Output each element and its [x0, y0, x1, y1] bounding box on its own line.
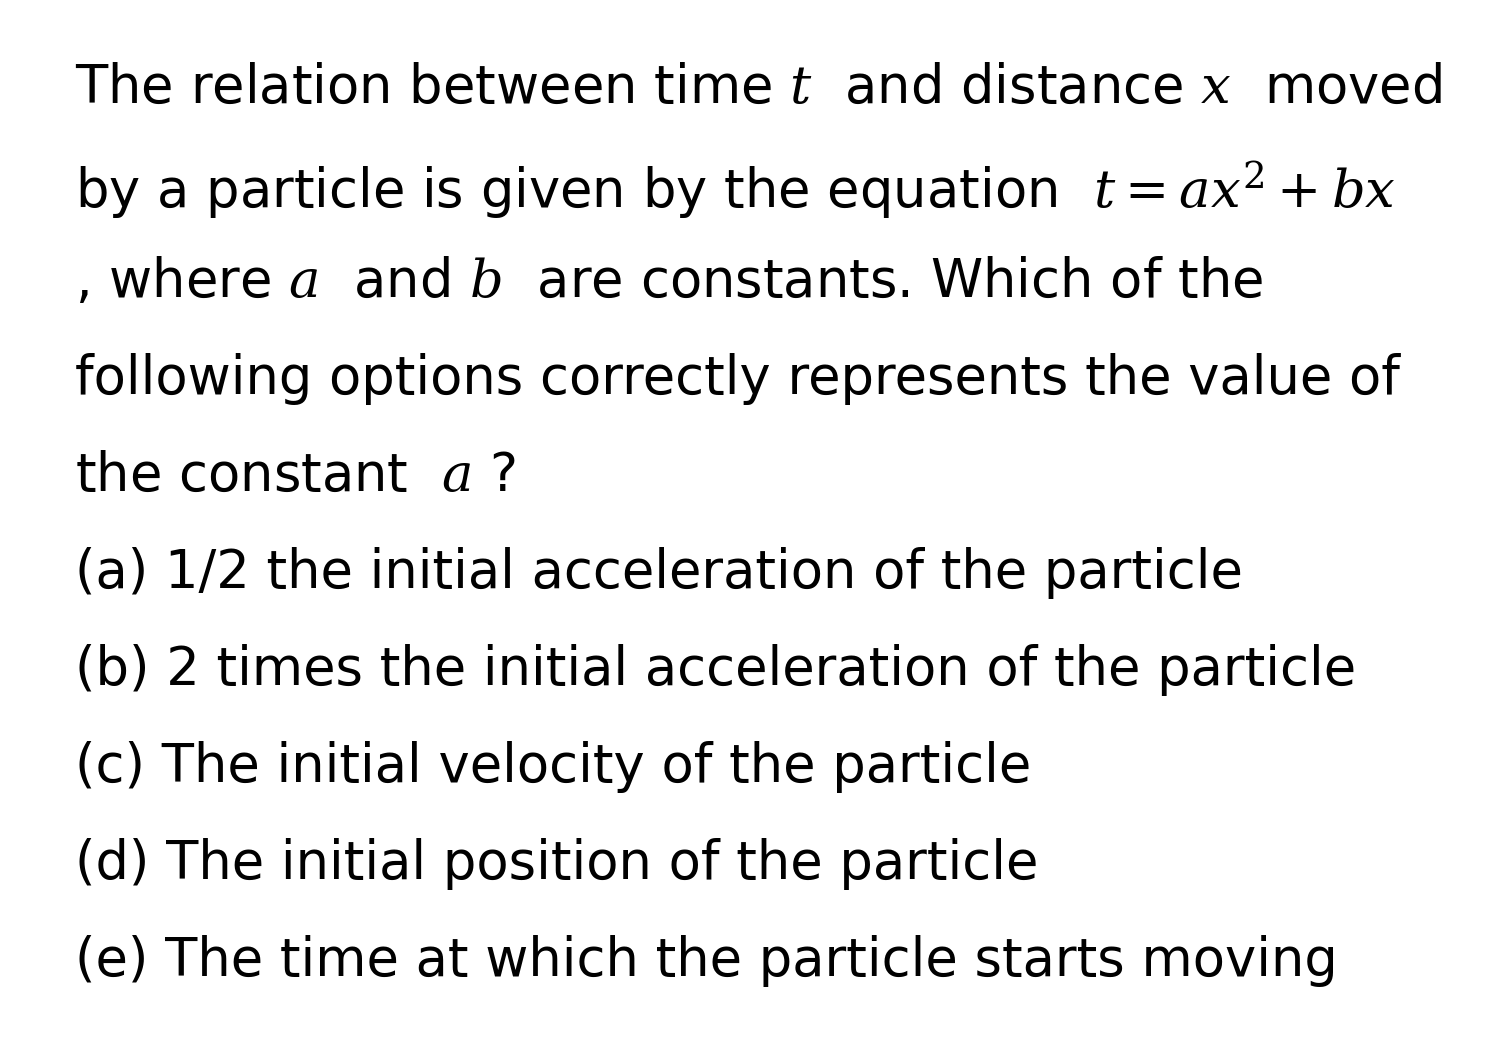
Text: by a particle is given by the equation  $t = ax^2 + bx$: by a particle is given by the equation $…	[75, 159, 1396, 220]
Text: (d) The initial position of the particle: (d) The initial position of the particle	[75, 838, 1038, 891]
Text: (e) The time at which the particle starts moving: (e) The time at which the particle start…	[75, 935, 1338, 988]
Text: following options correctly represents the value of: following options correctly represents t…	[75, 353, 1400, 405]
Text: , where $a$  and $b$  are constants. Which of the: , where $a$ and $b$ are constants. Which…	[75, 256, 1263, 308]
Text: the constant  $a$ ?: the constant $a$ ?	[75, 450, 516, 502]
Text: The relation between time $t$  and distance $x$  moved: The relation between time $t$ and distan…	[75, 63, 1441, 114]
Text: (b) 2 times the initial acceleration of the particle: (b) 2 times the initial acceleration of …	[75, 644, 1356, 696]
Text: (c) The initial velocity of the particle: (c) The initial velocity of the particle	[75, 741, 1032, 793]
Text: (a) 1/2 the initial acceleration of the particle: (a) 1/2 the initial acceleration of the …	[75, 547, 1243, 599]
